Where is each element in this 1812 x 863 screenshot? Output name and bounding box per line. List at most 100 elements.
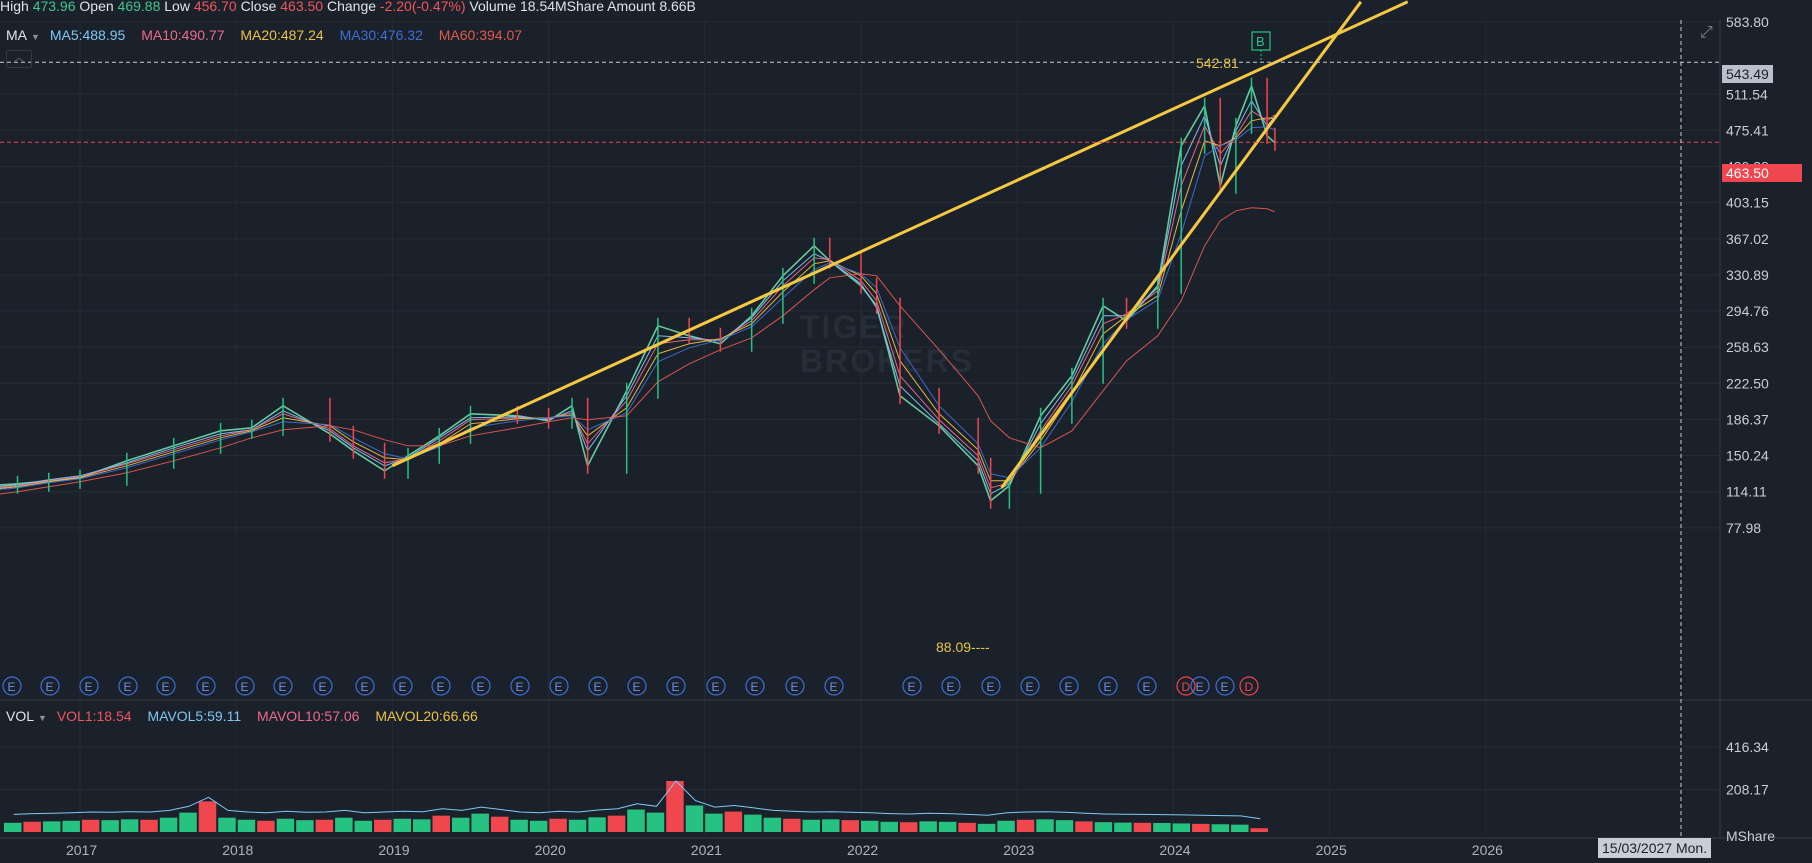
ma20-line bbox=[0, 117, 1275, 489]
volume-bar bbox=[276, 818, 295, 832]
ma5-line bbox=[0, 99, 1276, 495]
price-line bbox=[0, 83, 1276, 503]
ma-indicator-label[interactable]: MA bbox=[6, 27, 27, 43]
time-tick-label: 2019 bbox=[378, 842, 409, 858]
price-tick-label: 403.15 bbox=[1726, 195, 1769, 211]
low-label: Low bbox=[164, 0, 190, 14]
earnings-marker bbox=[1137, 676, 1157, 696]
volume-unit-label: MShare bbox=[1726, 828, 1775, 844]
earnings-marker-label: E bbox=[791, 680, 799, 694]
vol-dropdown-icon[interactable]: ▼ bbox=[38, 713, 47, 723]
volume-bar bbox=[1016, 819, 1035, 832]
earnings-marker bbox=[40, 676, 60, 696]
collapse-icon[interactable]: ︿ bbox=[6, 50, 32, 68]
mavol20-value: MAVOL20:66.66 bbox=[375, 708, 478, 724]
price-tick-label: 222.50 bbox=[1726, 375, 1769, 391]
earnings-marker bbox=[196, 676, 216, 696]
ma-dropdown-icon[interactable]: ▼ bbox=[31, 32, 40, 42]
volume-bar bbox=[705, 813, 723, 832]
low-annotation: 88.09---- bbox=[936, 639, 990, 655]
volume-bar bbox=[374, 819, 392, 832]
volume-bar bbox=[179, 812, 197, 832]
vol-legend: VOL ▼ VOL1:18.54 MAVOL5:59.11 MAVOL10:57.… bbox=[6, 708, 490, 724]
close-label: Close bbox=[240, 0, 277, 14]
volume-bar bbox=[1075, 821, 1093, 832]
volume-bar bbox=[159, 817, 178, 832]
earnings-marker-label: E bbox=[46, 680, 54, 694]
earnings-marker-label: E bbox=[633, 680, 641, 694]
volume-bar bbox=[354, 820, 373, 832]
volume-bar bbox=[101, 820, 119, 832]
volume-bar bbox=[140, 819, 158, 832]
open-label: Open bbox=[79, 0, 114, 14]
earnings-marker bbox=[235, 676, 255, 696]
volume-bar bbox=[451, 817, 470, 832]
earnings-marker bbox=[471, 676, 491, 696]
quote-bar: High 473.96 Open 469.88 Low 456.70 Close… bbox=[0, 0, 1812, 14]
volume-bar bbox=[1094, 822, 1113, 832]
vol-indicator-label[interactable]: VOL bbox=[6, 708, 35, 724]
crosshair-price-tag: 543.49 bbox=[1722, 65, 1773, 83]
earnings-marker-label: E bbox=[1026, 680, 1034, 694]
volume-bar bbox=[393, 818, 412, 832]
open-value: 469.88 bbox=[117, 0, 161, 14]
earnings-marker-label: E bbox=[8, 680, 16, 694]
volume-bar bbox=[1055, 820, 1074, 832]
earnings-marker-label: E bbox=[1065, 680, 1073, 694]
price-tick-label: 475.41 bbox=[1726, 122, 1769, 138]
earnings-marker bbox=[549, 676, 569, 696]
volume-bar bbox=[977, 823, 996, 832]
volume-bar bbox=[335, 817, 353, 832]
earnings-marker bbox=[1020, 676, 1040, 696]
volume-bar bbox=[1036, 819, 1054, 832]
earnings-marker-label: E bbox=[279, 680, 287, 694]
volume-bar bbox=[588, 817, 606, 832]
earnings-marker-label: E bbox=[477, 680, 485, 694]
volume-bar bbox=[1231, 824, 1249, 832]
volume-tick-label: 208.17 bbox=[1726, 782, 1769, 798]
volume-bar bbox=[1114, 822, 1132, 832]
volume-bar bbox=[1172, 823, 1191, 832]
volume-bar bbox=[315, 819, 334, 832]
ma10-line bbox=[0, 110, 1276, 489]
volume-bar bbox=[685, 805, 704, 832]
volume-bar bbox=[413, 819, 431, 832]
earnings-marker-label: E bbox=[830, 680, 838, 694]
earnings-marker bbox=[745, 676, 765, 696]
earnings-marker bbox=[510, 676, 530, 696]
earnings-marker bbox=[1098, 676, 1118, 696]
price-tick-label: 150.24 bbox=[1726, 448, 1769, 464]
volume-bar bbox=[1211, 824, 1230, 832]
volume-bar bbox=[257, 820, 275, 832]
ma10-value: MA10:490.77 bbox=[141, 27, 225, 43]
volume-label: Volume bbox=[469, 0, 517, 14]
volume-bar bbox=[666, 780, 684, 832]
trendline bbox=[1000, 0, 1363, 489]
time-tick-label: 2026 bbox=[1472, 842, 1503, 858]
ma-legend: MA ▼ MA5:488.95 MA10:490.77 MA20:487.24 M… bbox=[6, 27, 534, 43]
expand-icon[interactable]: ⤢ bbox=[1700, 24, 1713, 41]
earnings-marker bbox=[785, 676, 805, 696]
earnings-marker-label: E bbox=[85, 680, 93, 694]
earnings-marker bbox=[431, 676, 451, 696]
volume-bar bbox=[432, 815, 450, 832]
dividend-marker bbox=[1176, 676, 1196, 696]
volume-bar bbox=[958, 822, 976, 832]
volume-bar bbox=[919, 821, 937, 832]
ma60-value: MA60:394.07 bbox=[438, 27, 523, 43]
time-tick-label: 2021 bbox=[691, 842, 722, 858]
volume-bar bbox=[822, 819, 840, 832]
earnings-marker bbox=[355, 676, 375, 696]
price-tick-label: 258.63 bbox=[1726, 339, 1769, 355]
time-tick-label: 2022 bbox=[847, 842, 878, 858]
volume-bar bbox=[549, 818, 567, 832]
ma30-line bbox=[0, 126, 1276, 490]
earnings-marker bbox=[393, 676, 413, 696]
earnings-marker-label: E bbox=[555, 680, 563, 694]
high-label: High bbox=[0, 0, 29, 14]
change-value: -2.20(-0.47%) bbox=[379, 0, 466, 14]
low-value: 456.70 bbox=[193, 0, 237, 14]
earnings-marker bbox=[1190, 676, 1210, 696]
earnings-marker bbox=[824, 676, 844, 696]
